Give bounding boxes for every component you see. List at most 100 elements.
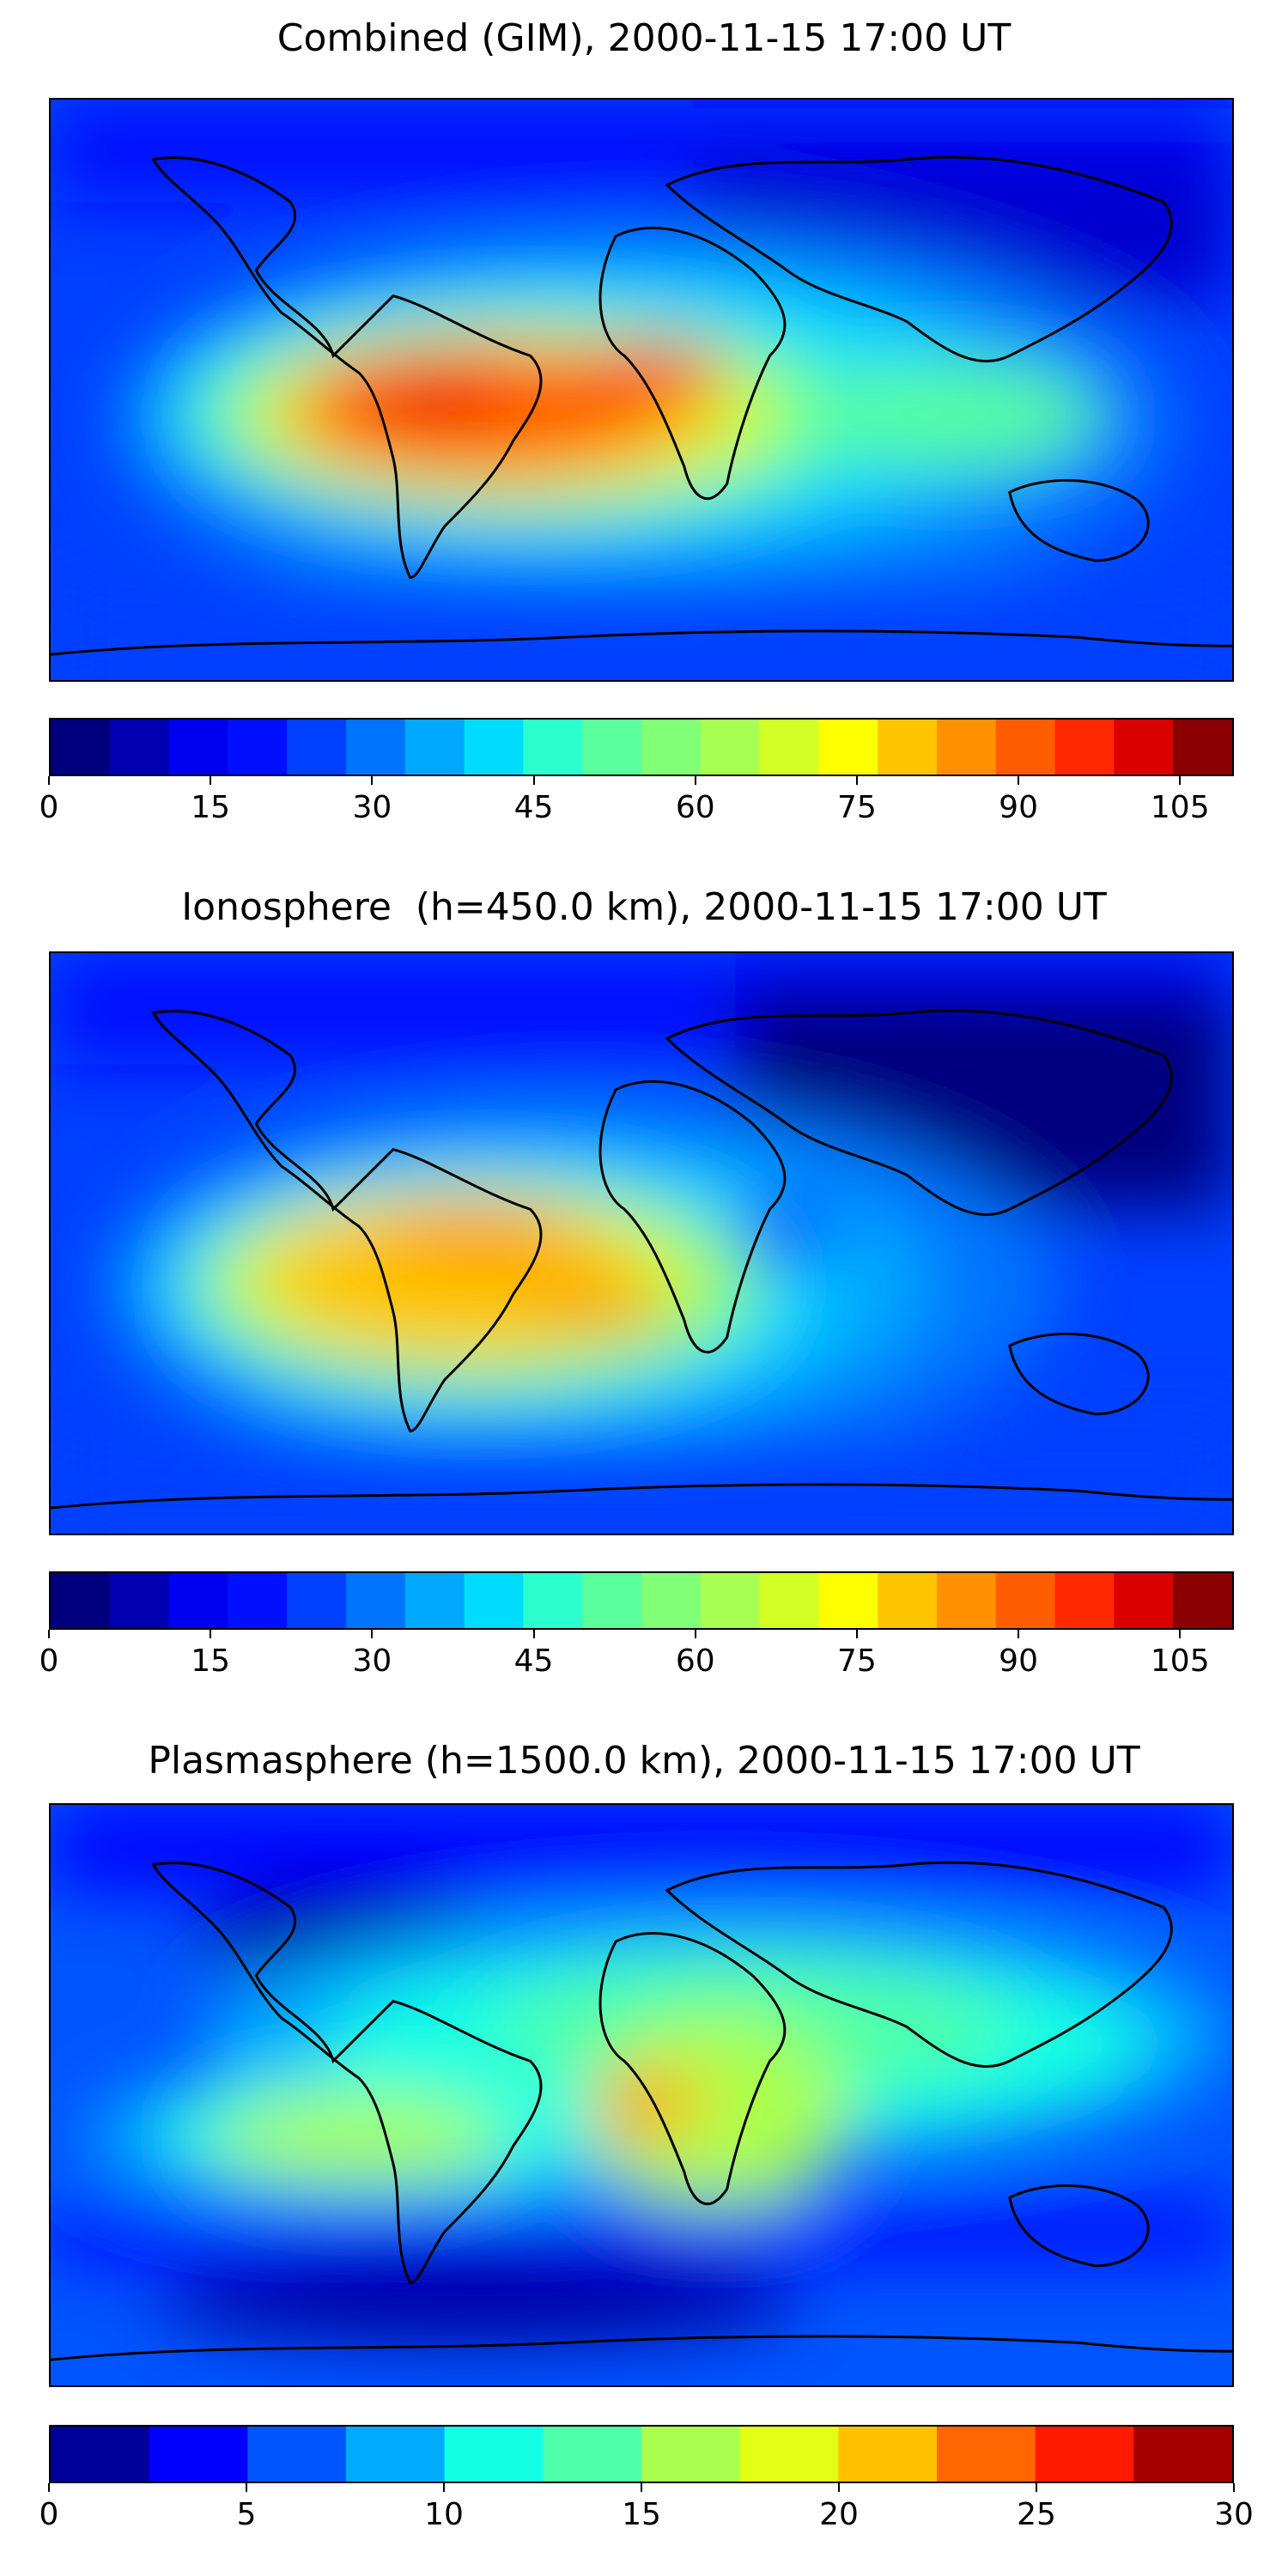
colorbar-tick-label: 25 (1017, 2497, 1056, 2532)
colorbar-tick-label: 75 (837, 1643, 877, 1679)
colorbar-tick-label: 45 (513, 1643, 554, 1679)
colorbar-segment (287, 1573, 347, 1628)
colorbar-segment (149, 2427, 248, 2482)
colorbar-tick (246, 2483, 247, 2492)
map-title-combined: Combined (GIM), 2000-11-15 17:00 UT (276, 16, 1012, 60)
colorbar-tick-label: 0 (39, 790, 59, 825)
colorbar-segment (109, 1573, 170, 1628)
colorbar-tick (838, 2483, 840, 2492)
colorbar-segment (404, 720, 465, 775)
colorbar-segment (818, 720, 878, 775)
colorbar-segment (1133, 2427, 1232, 2482)
colorbar-tick (371, 776, 374, 785)
colorbar-tick-label: 10 (424, 2497, 464, 2532)
colorbar-tick (1233, 2483, 1235, 2492)
colorbar-segment (739, 2427, 839, 2482)
colorbar-tick (210, 776, 212, 785)
coastlines-plasmasphere (51, 1861, 1232, 2361)
colorbar-segment (1173, 1573, 1232, 1628)
colorbar-combined (49, 718, 1234, 776)
colorbar-plasmasphere (49, 2425, 1234, 2483)
colorbar-segment (464, 720, 524, 775)
colorbar-segment (464, 1573, 524, 1628)
colorbar-tick-label: 30 (352, 1643, 392, 1679)
colorbar-segment (51, 720, 111, 775)
colorbar-segment (523, 1573, 583, 1628)
colorbar-tick (1018, 1630, 1020, 1638)
colorbar-tick (1036, 2483, 1037, 2492)
coastlines-combined (51, 155, 1232, 656)
colorbar-segment (543, 2427, 642, 2482)
colorbar-tick-label: 105 (1150, 790, 1210, 825)
colorbar-segment (1054, 1573, 1115, 1628)
colorbar-tick-label: 5 (236, 2497, 257, 2532)
colorbar-tick-label: 15 (191, 790, 231, 825)
colorbar-tick (210, 1630, 212, 1638)
colorbar-segment (937, 720, 997, 775)
colorbar-segment (838, 2427, 938, 2482)
map-title-plasmasphere: Plasmasphere (h=1500.0 km), 2000-11-15 1… (148, 1739, 1140, 1783)
colorbar-tick-label: 105 (1150, 1643, 1210, 1679)
colorbar-segment (818, 1573, 878, 1628)
colorbar-tick (1179, 1630, 1182, 1638)
colorbar-segment (582, 1573, 642, 1628)
colorbar-segment (51, 2427, 150, 2482)
colorbar-segment (346, 1573, 406, 1628)
colorbar-tick-label: 15 (622, 2497, 661, 2532)
colorbar-tick (48, 776, 50, 785)
colorbar-tick (1018, 776, 1020, 785)
colorbar-segment (1114, 720, 1174, 775)
colorbar-segment (444, 2427, 544, 2482)
colorbar-segment (1035, 2427, 1134, 2482)
colorbar-segment (700, 720, 761, 775)
colorbar-segment (759, 720, 819, 775)
colorbar-segment (1173, 720, 1232, 775)
colorbar-segment (937, 2427, 1036, 2482)
colorbar-segment (228, 1573, 288, 1628)
colorbar-segment (404, 1573, 465, 1628)
colorbar-tick-label: 30 (1214, 2497, 1254, 2532)
colorbar-segment (995, 720, 1056, 775)
colorbar-ticks-combined: 0 15 30 45 60 75 90 105 (39, 776, 1234, 828)
tec-map-plasmasphere (49, 1803, 1234, 2387)
colorbar-segment (641, 2427, 741, 2482)
colorbar-ticks-plasmasphere: 0 5 10 15 20 25 30 (39, 2483, 1254, 2535)
map-title-ionosphere: Ionosphere (h=450.0 km), 2000-11-15 17:0… (181, 885, 1107, 929)
colorbar-segment (346, 2427, 446, 2482)
colorbar-ionosphere (49, 1571, 1234, 1630)
colorbar-tick (48, 2483, 50, 2492)
colorbar-segment (878, 1573, 938, 1628)
colorbar-segment (228, 720, 288, 775)
colorbar-tick-label: 90 (999, 1643, 1038, 1679)
colorbar-tick (371, 1630, 374, 1638)
colorbar-segment (168, 720, 228, 775)
colorbar-segment (1114, 1573, 1174, 1628)
coastlines-ionosphere (51, 1009, 1232, 1510)
colorbar-tick (855, 1630, 858, 1638)
colorbar-segment (51, 1573, 111, 1628)
colorbar-tick-label: 60 (675, 1643, 715, 1679)
colorbar-segment (878, 720, 938, 775)
colorbar-tick (48, 1630, 50, 1638)
colorbar-tick-label: 20 (819, 2497, 859, 2532)
colorbar-segment (523, 720, 583, 775)
colorbar-tick-label: 0 (39, 1643, 59, 1679)
colorbar-tick (641, 2483, 642, 2492)
colorbar-segment (641, 720, 702, 775)
colorbar-tick (694, 1630, 696, 1638)
colorbar-tick (532, 1630, 535, 1638)
colorbar-tick (855, 776, 858, 785)
colorbar-segment (759, 1573, 819, 1628)
colorbar-segment (1054, 720, 1115, 775)
colorbar-tick-label: 75 (837, 790, 877, 825)
colorbar-tick-label: 30 (352, 790, 392, 825)
colorbar-tick (532, 776, 535, 785)
colorbar-tick-label: 15 (191, 1643, 231, 1679)
colorbar-tick-label: 45 (513, 790, 554, 825)
colorbar-segment (287, 720, 347, 775)
tec-map-combined (49, 98, 1234, 682)
colorbar-segment (641, 1573, 702, 1628)
colorbar-tick-label: 0 (39, 2497, 59, 2532)
colorbar-tick (694, 776, 696, 785)
tec-map-ionosphere (49, 951, 1234, 1535)
